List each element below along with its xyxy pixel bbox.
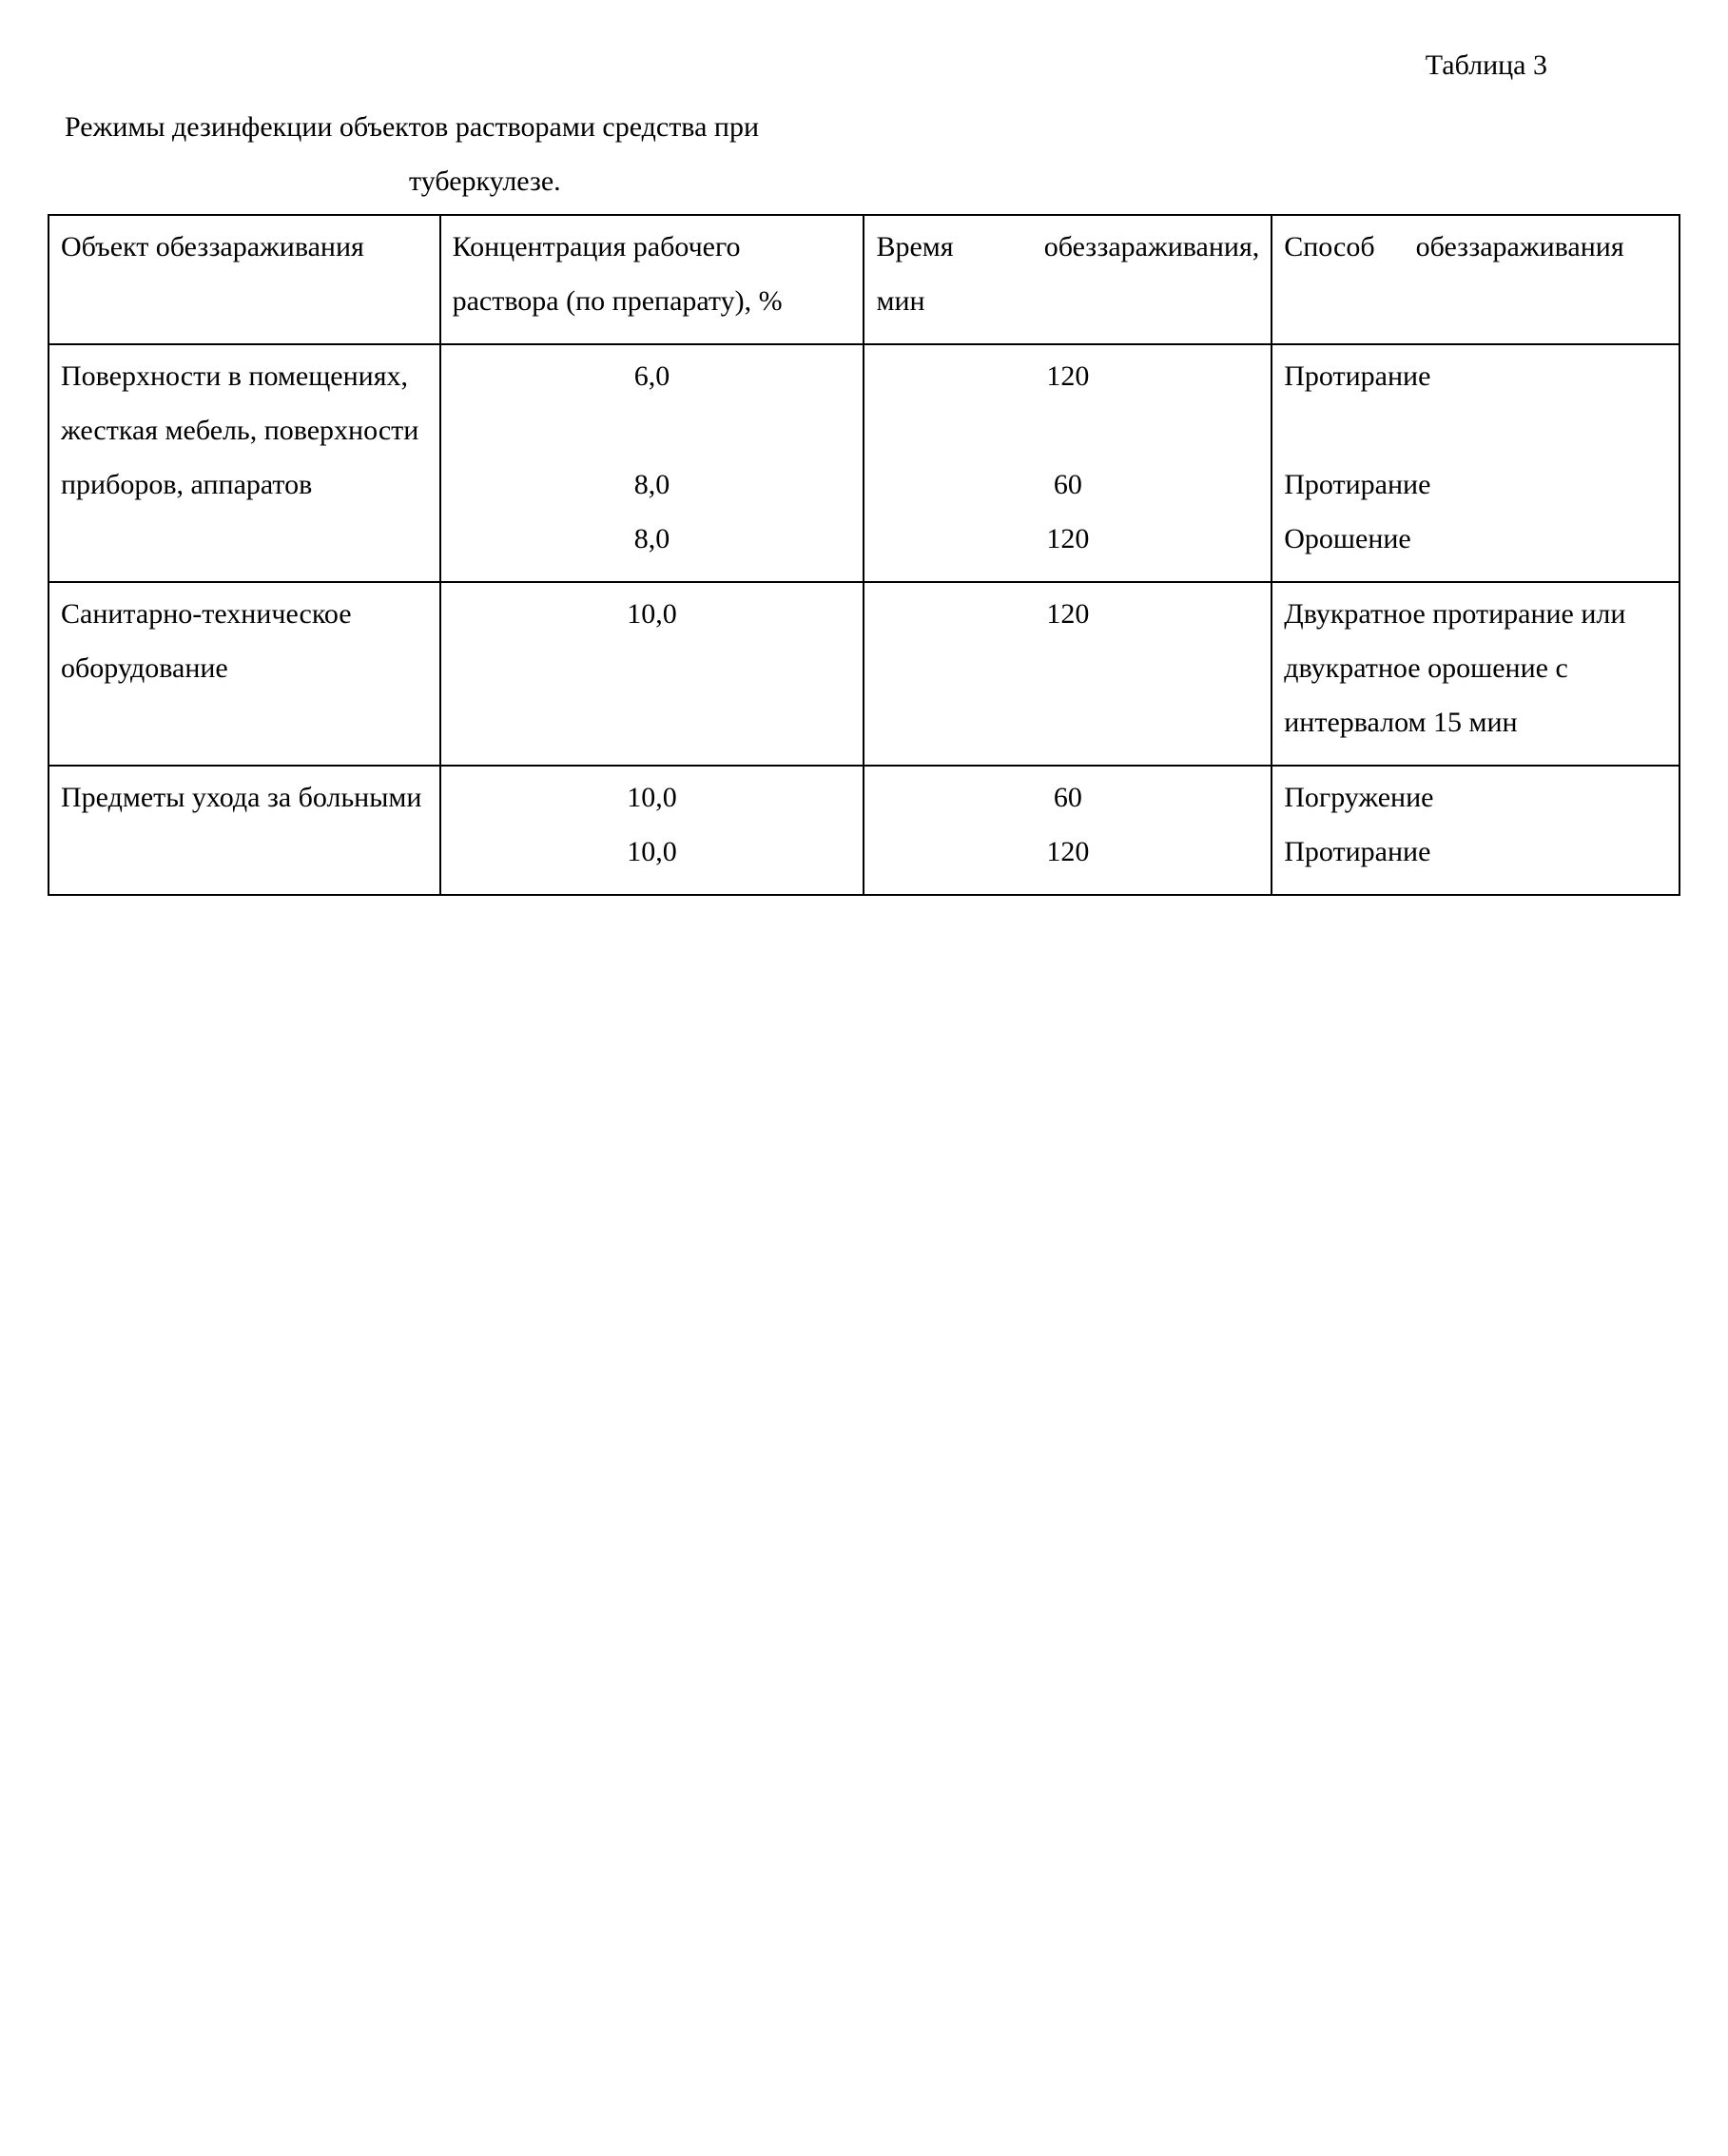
cell-method: Погружение Протирание (1272, 766, 1679, 895)
cell-time: 120 60 120 (864, 344, 1272, 582)
value: Двукратное протирание или двукратное оро… (1284, 587, 1667, 749)
value: 10,0 (453, 587, 852, 641)
value: 120 (876, 825, 1259, 879)
header-method: Способ обеззараживания (1272, 215, 1679, 344)
value: Погружение (1284, 770, 1667, 825)
value: Протирание (1284, 349, 1667, 403)
value: 6,0 (453, 349, 852, 403)
cell-method: Двукратное протирание или двукратное оро… (1272, 582, 1679, 766)
caption-line-1: Режимы дезинфекции объектов растворами с… (65, 100, 1680, 154)
value: Протирание (1284, 457, 1667, 512)
value: 8,0 (453, 512, 852, 566)
value: 120 (876, 349, 1259, 403)
cell-method: Протирание Протирание Орошение (1272, 344, 1679, 582)
value: Протирание (1284, 825, 1667, 879)
header-time: Время обеззараживания, мин (864, 215, 1272, 344)
cell-concentration: 6,0 8,0 8,0 (440, 344, 864, 582)
header-object: Объект обеззараживания (49, 215, 440, 344)
cell-time: 120 (864, 582, 1272, 766)
value: 10,0 (453, 770, 852, 825)
value: 60 (876, 457, 1259, 512)
caption-line-2: туберкулезе. (409, 154, 1680, 208)
value: 60 (876, 770, 1259, 825)
value: 120 (876, 587, 1259, 641)
value: 120 (876, 512, 1259, 566)
header-concentration: Концентрация рабочего раствора (по препа… (440, 215, 864, 344)
value: Орошение (1284, 512, 1667, 566)
value: 8,0 (453, 457, 852, 512)
table-label: Таблица 3 (48, 38, 1547, 92)
disinfection-table: Объект обеззараживания Концентрация рабо… (48, 214, 1680, 896)
header-method-word1: Способ (1284, 231, 1374, 262)
table-row: Поверхности в помещениях, жесткая мебель… (49, 344, 1679, 582)
table-header-row: Объект обеззараживания Концентрация рабо… (49, 215, 1679, 344)
cell-time: 60 120 (864, 766, 1272, 895)
cell-object: Поверхности в помещениях, жесткая мебель… (49, 344, 440, 582)
cell-object: Санитарно-техническое оборудование (49, 582, 440, 766)
header-method-word2: обеззараживания (1416, 231, 1624, 262)
cell-concentration: 10,0 (440, 582, 864, 766)
table-row: Предметы ухода за больными 10,0 10,0 60 … (49, 766, 1679, 895)
header-time-word1: Время (876, 231, 953, 262)
table-row: Санитарно-техническое оборудование 10,0 … (49, 582, 1679, 766)
value: 10,0 (453, 825, 852, 879)
cell-object: Предметы ухода за больными (49, 766, 440, 895)
cell-concentration: 10,0 10,0 (440, 766, 864, 895)
